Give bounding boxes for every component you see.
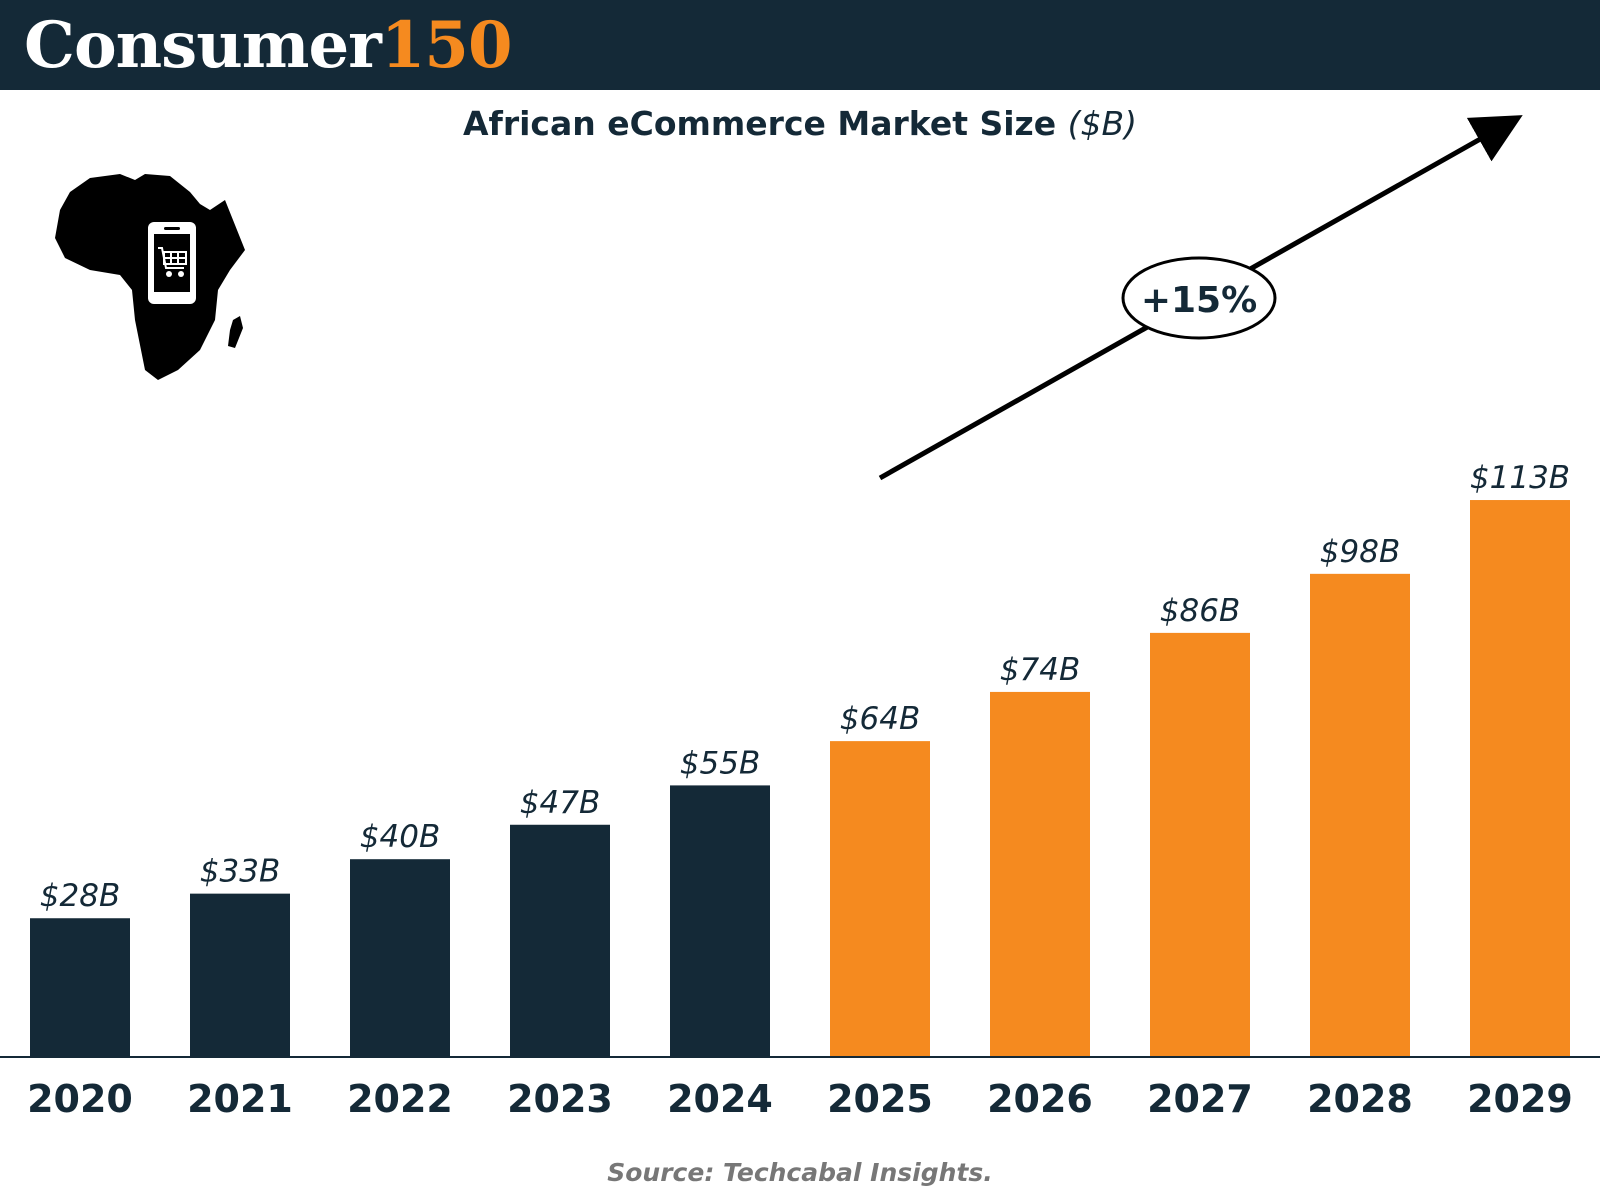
x-tick-2022: 2022	[347, 1077, 453, 1121]
x-tick-2021: 2021	[187, 1077, 293, 1121]
x-tick-2020: 2020	[27, 1077, 133, 1121]
bar-2029	[1470, 500, 1570, 1056]
chart-title-unit: ($B)	[1067, 104, 1138, 143]
cart-wheel-left	[166, 271, 172, 277]
value-label-2027: $86B	[1160, 593, 1240, 629]
header-bar: Consumer150	[0, 0, 1600, 90]
source-note: Source: Techcabal Insights.	[607, 1158, 993, 1187]
bar-2027	[1150, 632, 1250, 1056]
bar-2022	[350, 859, 450, 1056]
value-label-2024: $55B	[680, 745, 760, 781]
value-label-2023: $47B	[520, 785, 600, 821]
chart-title-text: African eCommerce Market Size	[462, 104, 1057, 143]
bar-2021	[190, 893, 290, 1056]
value-label-2025: $64B	[840, 701, 920, 737]
phone-speaker	[164, 227, 180, 230]
x-tick-2027: 2027	[1147, 1077, 1253, 1121]
bar-2023	[510, 824, 610, 1056]
x-tick-2029: 2029	[1467, 1077, 1573, 1121]
x-tick-labels-group: 2020 2021 2022 2023 2024 2025 2026 2027 2028 2029	[27, 1077, 1573, 1121]
value-label-2022: $40B	[360, 819, 440, 855]
x-tick-2025: 2025	[827, 1077, 933, 1121]
x-tick-2026: 2026	[987, 1077, 1093, 1121]
growth-trend-annotation: +15%	[878, 115, 1523, 481]
cart-wheel-right	[178, 271, 184, 277]
bar-2026	[990, 691, 1090, 1056]
cart-icon	[158, 247, 187, 269]
value-label-2029: $113B	[1470, 460, 1570, 496]
africa-map-icon	[55, 174, 245, 380]
x-tick-2023: 2023	[507, 1077, 613, 1121]
x-tick-2024: 2024	[667, 1077, 773, 1121]
x-tick-2028: 2028	[1307, 1077, 1413, 1121]
madagascar-shape	[228, 316, 243, 348]
brand-logo: Consumer150	[24, 8, 513, 84]
growth-ellipse	[1121, 256, 1277, 340]
bar-2024	[670, 785, 770, 1056]
value-label-2020: $28B	[40, 878, 120, 914]
growth-label: +15%	[1141, 280, 1257, 321]
bar-2020	[30, 918, 130, 1056]
bar-2028	[1310, 573, 1410, 1056]
shopping-cart-phone-icon	[148, 222, 196, 304]
value-label-2021: $33B	[200, 854, 280, 890]
brand-word: Consumer	[24, 8, 382, 83]
chart-title: African eCommerce Market Size ($B)	[0, 104, 1600, 143]
bar-2025	[830, 741, 930, 1056]
value-label-2028: $98B	[1320, 534, 1400, 570]
bars-group	[30, 500, 1570, 1056]
value-label-2026: $74B	[1000, 652, 1080, 688]
brand-number: 150	[380, 8, 513, 83]
value-labels-group: $28B $33B $40B $47B $55B $64B $74B $86B $98B $113…	[40, 460, 1570, 914]
